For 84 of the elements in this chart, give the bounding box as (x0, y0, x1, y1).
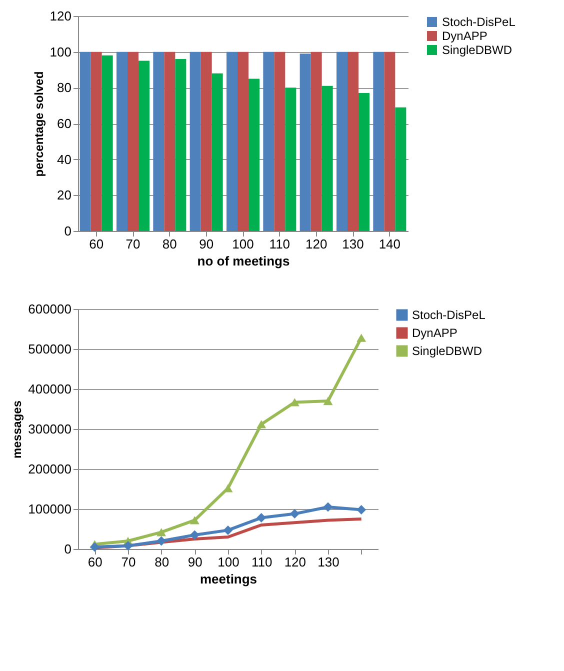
legend-label: SingleDBWD (442, 43, 512, 57)
bar (248, 78, 260, 231)
x-tick-label: 100 (232, 236, 254, 252)
y-tick-label: 100 (50, 44, 72, 60)
x-tick-label: 120 (305, 236, 328, 252)
point (156, 528, 166, 536)
point (256, 513, 266, 523)
bar (310, 52, 322, 231)
y-tick-label: 400000 (28, 382, 72, 396)
point (356, 334, 366, 342)
point (190, 516, 200, 524)
point (90, 542, 100, 552)
bar (153, 52, 164, 231)
legend-label: Stoch-DisPeL (442, 15, 516, 29)
bar (116, 52, 128, 231)
point (256, 420, 266, 428)
y-tick-label: 500000 (28, 342, 72, 356)
legend-label: DynAPP (412, 326, 458, 340)
y-tick-label: 100000 (28, 502, 72, 516)
x-tick-label: 120 (284, 554, 306, 570)
x-tick-label: 60 (88, 554, 102, 570)
bar (138, 60, 150, 231)
y-tick-label: 0 (64, 224, 72, 238)
y-axis-title: percentage solved (32, 71, 46, 177)
point (156, 536, 166, 546)
y-tick-label: 300000 (28, 422, 72, 436)
bar (200, 52, 212, 231)
x-tick-label: 130 (318, 554, 340, 570)
point (323, 502, 333, 512)
legend-label: Stoch-DisPeL (412, 308, 486, 322)
bar (395, 107, 406, 231)
bar (336, 52, 348, 231)
bar (190, 52, 201, 231)
y-tick-label: 200000 (28, 462, 72, 476)
bar (80, 52, 91, 231)
point (223, 525, 233, 535)
x-tick-label: 110 (269, 236, 290, 252)
point (223, 484, 233, 492)
point (123, 541, 133, 551)
bar (300, 54, 311, 231)
legend-label: SingleDBWD (412, 344, 482, 358)
point (323, 396, 333, 406)
bar (175, 59, 186, 231)
point (290, 398, 300, 406)
x-tick-label: 80 (154, 554, 170, 570)
bar (348, 52, 358, 231)
y-tick-label: 80 (57, 80, 72, 96)
bar (384, 52, 396, 231)
bar (128, 52, 138, 231)
y-tick-label: 120 (50, 8, 72, 24)
y-tick-label: 40 (57, 152, 72, 167)
x-tick-label: 90 (188, 554, 202, 570)
x-tick-label: 80 (162, 236, 177, 252)
bar (90, 52, 102, 231)
x-tick-label: 100 (218, 554, 240, 570)
point (290, 509, 300, 519)
bar (322, 86, 333, 231)
y-tick-label: 600000 (28, 302, 72, 316)
x-tick-label: 140 (378, 236, 401, 252)
x-tick-label: 60 (89, 236, 104, 252)
x-axis-title: meetings (200, 572, 258, 586)
point (356, 505, 366, 515)
y-tick-label: 0 (64, 542, 72, 556)
x-tick-label: 90 (199, 236, 214, 252)
y-tick-label: 20 (57, 188, 72, 203)
point (190, 530, 200, 540)
x-axis-title: no of meetings (197, 254, 290, 268)
bar (263, 52, 274, 231)
y-axis-title: messages (10, 400, 24, 459)
x-tick-label: 110 (251, 554, 272, 570)
bar (102, 55, 113, 231)
bar (212, 73, 223, 231)
bar (285, 88, 296, 231)
y-tick-label: 60 (57, 116, 72, 131)
x-tick-label: 130 (342, 236, 364, 252)
legend-label: DynAPP (442, 29, 488, 43)
bar (274, 52, 286, 231)
x-tick-label: 70 (126, 236, 140, 252)
bar (226, 52, 238, 231)
bar (238, 52, 248, 231)
bar (164, 52, 176, 231)
x-tick-label: 70 (121, 554, 136, 570)
bar (373, 52, 384, 231)
bar (358, 93, 370, 231)
